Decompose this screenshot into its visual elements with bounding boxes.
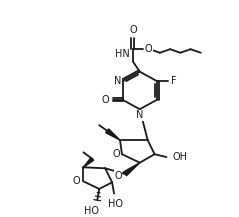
Text: HO: HO <box>108 199 123 209</box>
Text: OH: OH <box>172 152 187 162</box>
Text: HN: HN <box>115 49 130 59</box>
Polygon shape <box>106 129 120 140</box>
Text: O: O <box>73 176 81 186</box>
Polygon shape <box>123 163 140 176</box>
Text: O: O <box>112 149 120 159</box>
Text: O: O <box>101 95 109 105</box>
Text: N: N <box>136 110 143 120</box>
Polygon shape <box>83 158 94 167</box>
Text: O: O <box>145 44 152 54</box>
Text: N: N <box>114 76 122 86</box>
Text: O: O <box>129 25 137 35</box>
Text: O: O <box>114 171 122 181</box>
Text: F: F <box>171 76 176 86</box>
Text: HO: HO <box>84 206 99 216</box>
